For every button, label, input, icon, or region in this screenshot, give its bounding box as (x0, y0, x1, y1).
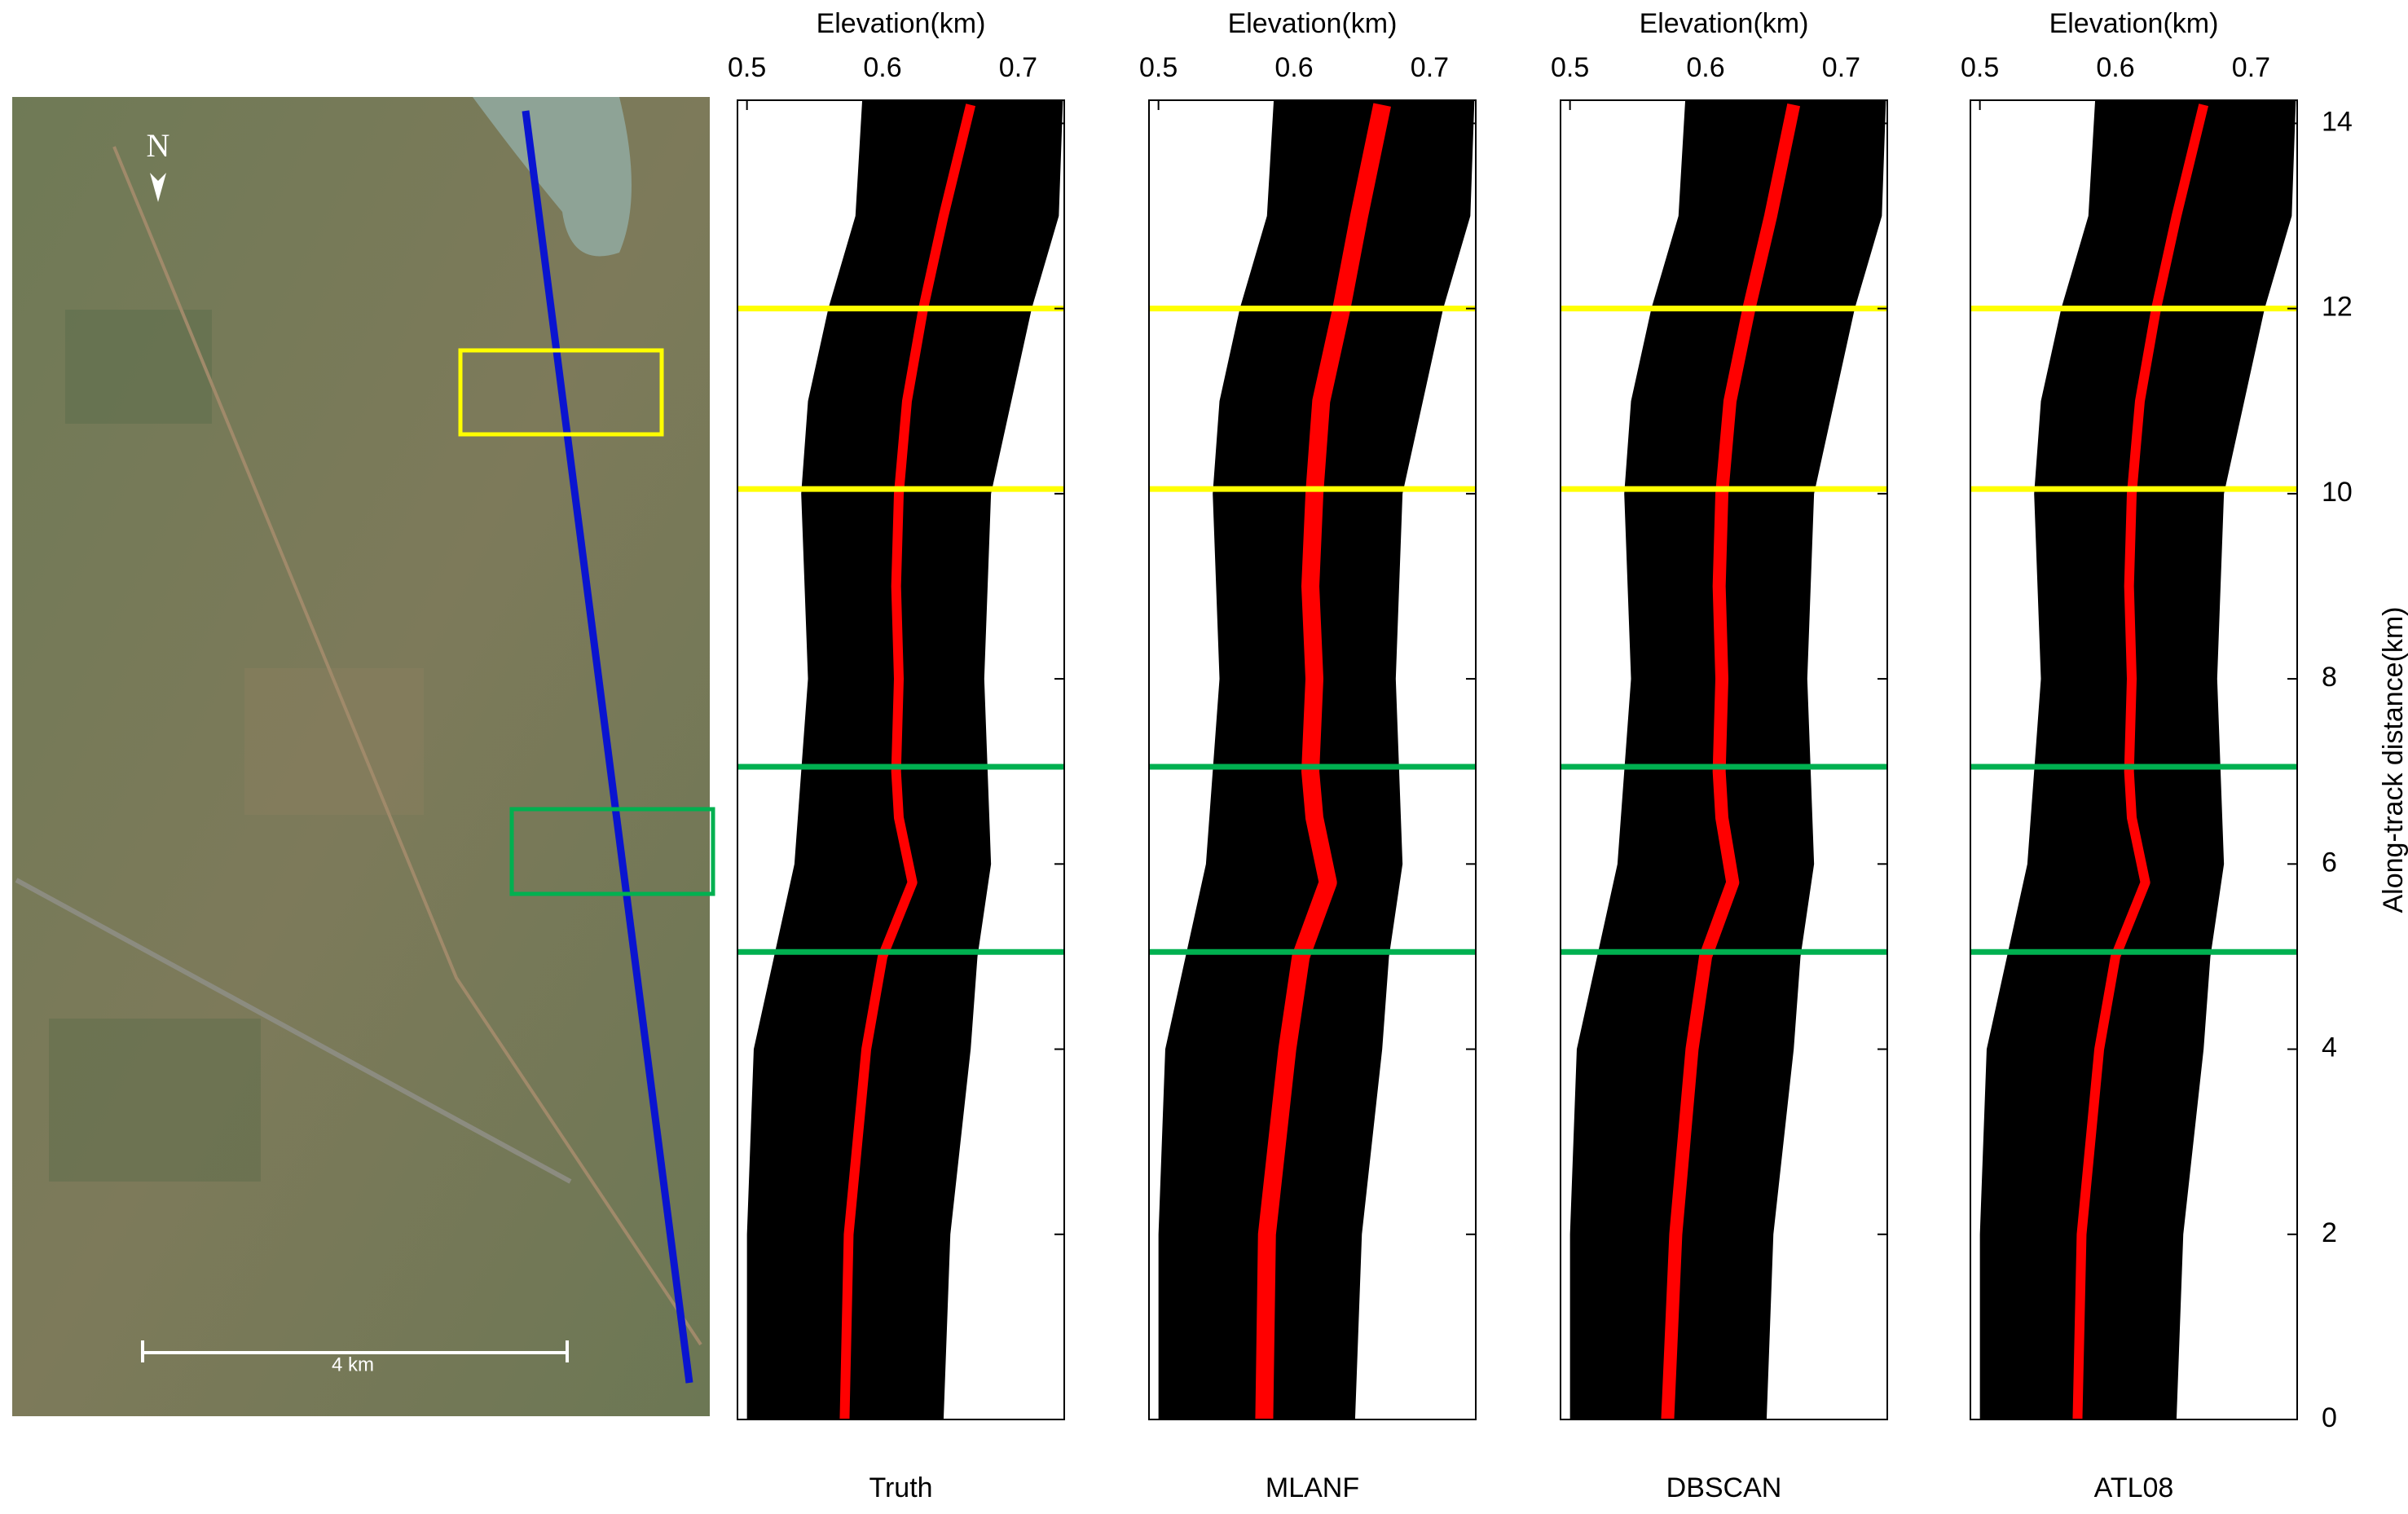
x-tick-label: 0.5 (728, 52, 766, 83)
y-tick-label: 6 (2322, 847, 2337, 878)
y-axis-label-group: Along-track distance(km) (2378, 606, 2408, 913)
x-axis-label: Elevation(km) (2049, 8, 2219, 39)
x-axis-label: Elevation(km) (1228, 8, 1398, 39)
x-tick-label: 0.6 (2096, 52, 2134, 83)
road (112, 146, 702, 1346)
plot-frame (737, 99, 1065, 1420)
x-tick-label: 0.7 (999, 52, 1037, 83)
ground-line (839, 103, 976, 1420)
green-box (509, 807, 715, 896)
y-tick-label: 0 (2322, 1402, 2337, 1433)
noise-band (1979, 100, 2296, 1419)
x-tick-label: 0.5 (1961, 52, 1999, 83)
noise-band (746, 100, 1063, 1419)
y-tick-label: 2 (2322, 1217, 2337, 1248)
y-axis-label: Along-track distance(km) (2378, 606, 2408, 913)
x-tick-label: 0.5 (1551, 52, 1589, 83)
panel-title: MLANF (1266, 1472, 1359, 1503)
y-tick-label: 8 (2322, 662, 2337, 693)
x-tick-label: 0.7 (2232, 52, 2270, 83)
lake (473, 97, 632, 257)
panel-title: Truth (869, 1472, 932, 1503)
panel-title: ATL08 (2094, 1472, 2174, 1503)
x-axis-label: Elevation(km) (1640, 8, 1809, 39)
field (49, 1019, 261, 1182)
railway (15, 878, 572, 1184)
x-tick-label: 0.5 (1139, 52, 1178, 83)
north-label: N (147, 127, 170, 164)
ground-line (1255, 103, 1391, 1420)
noise-band (1569, 100, 1886, 1419)
plot-frame (1970, 99, 2298, 1420)
x-tick-label: 0.6 (1686, 52, 1724, 83)
plot-frame (1148, 99, 1477, 1420)
x-axis-label: Elevation(km) (817, 8, 986, 39)
north-arrow (150, 173, 166, 202)
y-tick-label: 4 (2322, 1032, 2337, 1063)
yellow-box (458, 348, 664, 437)
ground-line (1661, 103, 1801, 1420)
ground-line (2072, 103, 2209, 1420)
plot-frame (1560, 99, 1888, 1420)
panel-title: DBSCAN (1666, 1472, 1782, 1503)
x-tick-label: 0.6 (863, 52, 901, 83)
x-tick-label: 0.7 (1411, 52, 1449, 83)
field (244, 668, 424, 815)
scale-label: 4 km (332, 1353, 374, 1375)
x-tick-label: 0.6 (1274, 52, 1313, 83)
y-tick-label: 10 (2322, 477, 2353, 508)
satellite-map: N 4 km (12, 97, 715, 1416)
scale-bar (141, 1340, 569, 1362)
y-tick-label: 12 (2322, 292, 2353, 323)
x-tick-label: 0.7 (1822, 52, 1860, 83)
y-tick-label: 14 (2322, 106, 2353, 137)
track-line (522, 110, 693, 1384)
